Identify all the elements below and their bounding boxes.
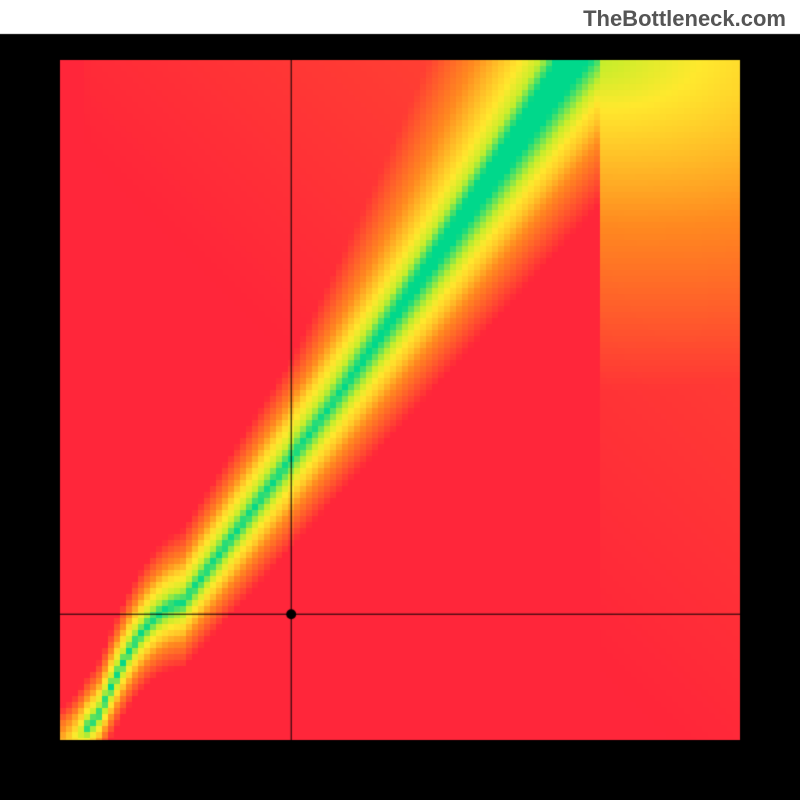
heatmap-canvas — [0, 0, 800, 800]
chart-container: TheBottleneck.com — [0, 0, 800, 800]
watermark-text: TheBottleneck.com — [583, 6, 786, 32]
